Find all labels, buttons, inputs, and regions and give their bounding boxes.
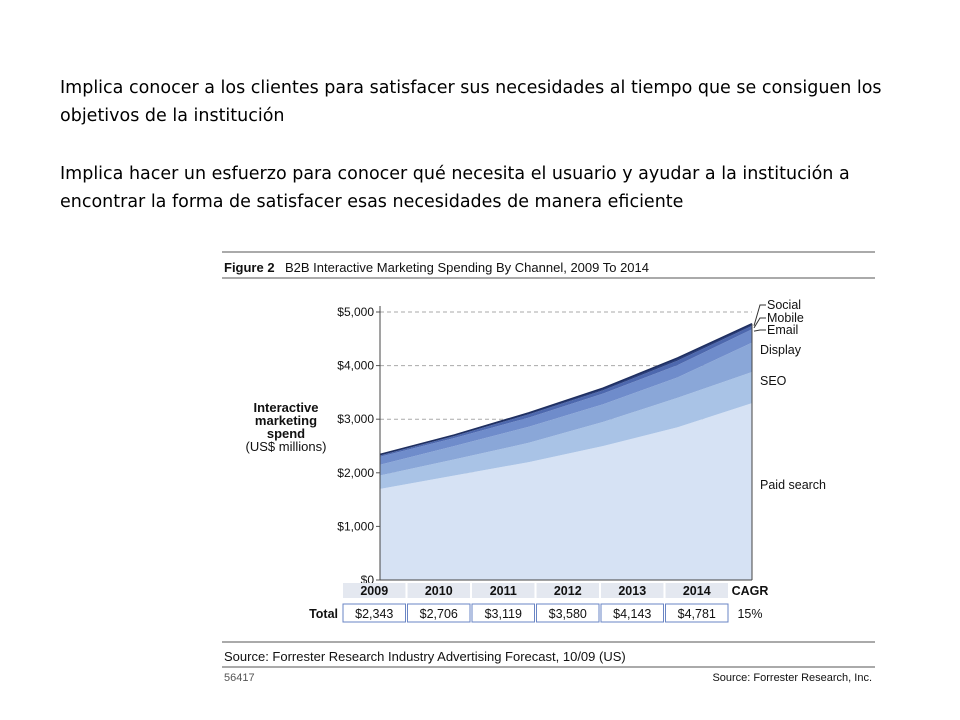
y-tick-label: $4,000 <box>337 359 374 373</box>
figure-id: 56417 <box>224 672 255 684</box>
legend-label: SEO <box>760 374 787 388</box>
legend-leader-line <box>753 304 766 326</box>
total-value: $4,781 <box>678 607 716 621</box>
y-tick-labels: $0$1,000$2,000$3,000$4,000$5,000 <box>337 305 374 587</box>
paragraph-1: Implica conocer a los clientes para sati… <box>60 78 882 126</box>
legend-leader-line <box>753 329 766 332</box>
area-series <box>379 323 753 580</box>
table-header-cell <box>472 583 535 598</box>
total-value: $2,343 <box>355 607 393 621</box>
legend-leader-line <box>753 317 766 329</box>
table-header-cell <box>407 583 470 598</box>
table-header-cell <box>665 583 728 598</box>
paragraph-2: Implica hacer un esfuerzo para conocer q… <box>60 164 850 212</box>
table-value-cell <box>407 603 471 623</box>
cagr-header: CAGR <box>732 584 769 598</box>
x-tick-label: 2010 <box>425 584 453 598</box>
x-tick-label: 2009 <box>360 584 388 598</box>
area-seo <box>380 372 752 489</box>
total-outline <box>379 323 753 456</box>
table-header-cell <box>536 583 599 598</box>
table-value-cell <box>600 603 664 623</box>
y-tick-label: $1,000 <box>337 519 374 533</box>
x-tick-label: 2012 <box>554 584 582 598</box>
total-value: $3,119 <box>485 607 522 621</box>
y-tick-label: $5,000 <box>337 305 374 319</box>
total-value: $3,580 <box>549 607 587 621</box>
legend-label: Email <box>767 323 798 337</box>
figure: Figure 2 B2B Interactive Marketing Spend… <box>222 250 877 695</box>
legend-label: Paid search <box>760 478 826 492</box>
table-header-cell <box>343 583 406 598</box>
total-value: $2,706 <box>420 607 458 621</box>
legend-label: Mobile <box>767 311 804 325</box>
x-tick-label: 2014 <box>683 584 711 598</box>
table-value-cell <box>665 603 729 623</box>
x-tick-label: 2013 <box>618 584 646 598</box>
y-axis-label-line-2: marketing <box>255 413 317 428</box>
legend-label: Display <box>760 343 802 357</box>
y-axis-label-line-4: (US$ millions) <box>246 439 327 454</box>
chart: Figure 2 B2B Interactive Marketing Spend… <box>222 251 875 684</box>
area-display <box>380 342 752 476</box>
y-tick-label: $3,000 <box>337 412 374 426</box>
figure-title: B2B Interactive Marketing Spending By Ch… <box>285 260 649 275</box>
y-tick-label: $2,000 <box>337 466 374 480</box>
table-value-cell <box>536 603 600 623</box>
figure-label: Figure 2 <box>224 260 275 275</box>
figure-credit: Source: Forrester Research, Inc. <box>712 672 872 684</box>
y-axis-label-line-3: spend <box>267 426 305 441</box>
area-email <box>380 329 752 465</box>
total-value: $4,143 <box>613 607 651 621</box>
cagr-value: 15% <box>737 607 762 621</box>
legend-label: Social <box>767 298 801 312</box>
table-value-cell <box>471 603 535 623</box>
x-tick-label: 2011 <box>490 584 517 598</box>
table-header-cell <box>601 583 664 598</box>
area-paid-search <box>380 403 752 580</box>
table-value-cell <box>342 603 406 623</box>
figure-source: Source: Forrester Research Industry Adve… <box>224 649 626 664</box>
totals-table: 2009 $2,343 2010 $2,706 2011 $3,119 2012 $3,580… <box>309 583 769 623</box>
total-row-label: Total <box>309 607 338 621</box>
axes <box>379 306 753 581</box>
y-axis-label-line-1: Interactive <box>253 400 318 415</box>
